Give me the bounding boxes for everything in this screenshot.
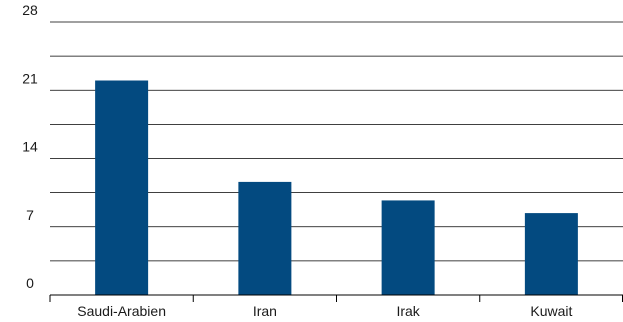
y-tick-label: 14 xyxy=(22,139,38,155)
y-tick-label: 0 xyxy=(26,275,34,291)
y-tick-label: 28 xyxy=(22,2,38,18)
x-axis-labels: Saudi-Arabien Iran Irak Kuwait xyxy=(77,303,572,319)
bar-kuwait xyxy=(524,213,578,295)
x-tick-label: Saudi-Arabien xyxy=(77,303,166,319)
bar-irak xyxy=(381,200,435,295)
bars xyxy=(95,80,578,295)
y-tick-label: 7 xyxy=(26,207,34,223)
bar-iran xyxy=(238,181,292,295)
y-tick-label: 21 xyxy=(22,70,38,86)
x-tick-label: Kuwait xyxy=(530,303,572,319)
bar-saudi-arabien xyxy=(95,80,149,295)
x-tick-label: Irak xyxy=(396,303,420,319)
y-axis-labels: 0 7 14 21 28 xyxy=(22,2,38,291)
x-axis xyxy=(49,294,623,302)
x-tick-label: Iran xyxy=(253,303,277,319)
